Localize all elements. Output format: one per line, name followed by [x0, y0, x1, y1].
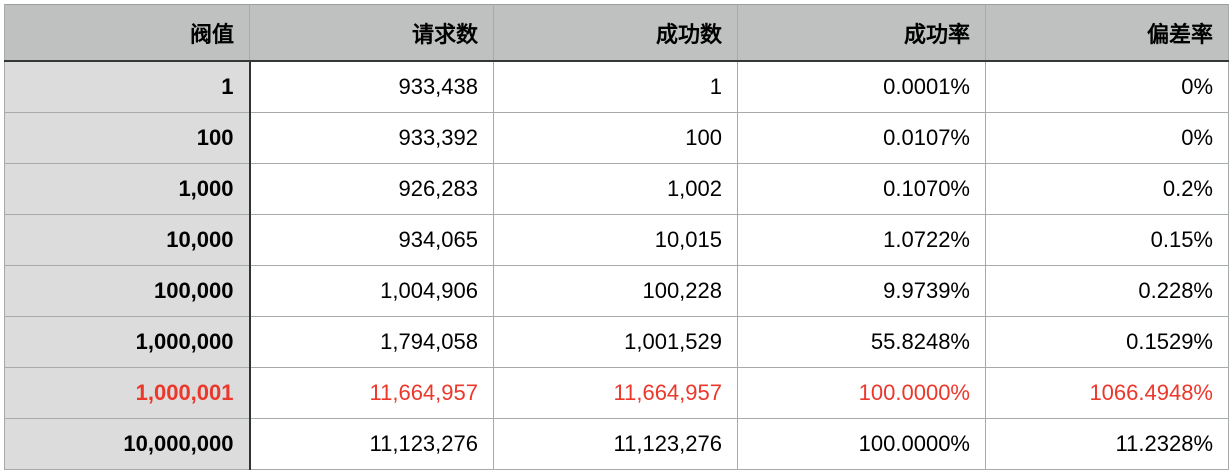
cell-successes: 1,001,529 [493, 316, 738, 368]
cell-requests: 11,123,276 [249, 418, 494, 470]
cell-successes: 1,002 [493, 163, 738, 215]
cell-deviation-rate: 0.228% [985, 265, 1229, 317]
cell-threshold: 1,000 [4, 163, 251, 215]
cell-requests: 933,438 [249, 60, 494, 113]
table-row: 1,000 926,283 1,002 0.1070% 0.2% [4, 163, 1229, 215]
cell-threshold: 1,000,001 [4, 367, 251, 419]
cell-success-rate: 0.1070% [737, 163, 986, 215]
cell-success-rate: 100.0000% [737, 367, 986, 419]
cell-threshold: 10,000,000 [4, 418, 251, 470]
header-row: 阀值 请求数 成功数 成功率 偏差率 [4, 4, 1229, 62]
cell-requests: 1,794,058 [249, 316, 494, 368]
cell-successes: 11,123,276 [493, 418, 738, 470]
cell-success-rate: 1.0722% [737, 214, 986, 266]
table-row: 100,000 1,004,906 100,228 9.9739% 0.228% [4, 265, 1229, 317]
col-header-requests: 请求数 [249, 4, 494, 62]
cell-deviation-rate: 0.2% [985, 163, 1229, 215]
table-row: 10,000,000 11,123,276 11,123,276 100.000… [4, 418, 1229, 470]
cell-threshold: 10,000 [4, 214, 251, 266]
cell-deviation-rate: 0% [985, 112, 1229, 164]
cell-requests: 11,664,957 [249, 367, 494, 419]
cell-requests: 926,283 [249, 163, 494, 215]
table-row: 1,000,000 1,794,058 1,001,529 55.8248% 0… [4, 316, 1229, 368]
cell-threshold: 100,000 [4, 265, 251, 317]
cell-requests: 934,065 [249, 214, 494, 266]
table-row: 1 933,438 1 0.0001% 0% [4, 60, 1229, 113]
cell-successes: 1 [493, 60, 738, 113]
cell-requests: 933,392 [249, 112, 494, 164]
cell-deviation-rate: 0.15% [985, 214, 1229, 266]
cell-successes: 10,015 [493, 214, 738, 266]
col-header-successes: 成功数 [493, 4, 738, 62]
cell-deviation-rate: 0.1529% [985, 316, 1229, 368]
cell-success-rate: 9.9739% [737, 265, 986, 317]
table-row: 100 933,392 100 0.0107% 0% [4, 112, 1229, 164]
cell-success-rate: 0.0107% [737, 112, 986, 164]
cell-successes: 11,664,957 [493, 367, 738, 419]
cell-deviation-rate: 1066.4948% [985, 367, 1229, 419]
cell-successes: 100,228 [493, 265, 738, 317]
table-row: 10,000 934,065 10,015 1.0722% 0.15% [4, 214, 1229, 266]
cell-deviation-rate: 0% [985, 60, 1229, 113]
threshold-stats-table: 阀值 请求数 成功数 成功率 偏差率 1 933,438 1 0.0001% 0… [4, 4, 1229, 470]
cell-successes: 100 [493, 112, 738, 164]
cell-threshold: 100 [4, 112, 251, 164]
col-header-deviation-rate: 偏差率 [985, 4, 1229, 62]
table-row-highlighted: 1,000,001 11,664,957 11,664,957 100.0000… [4, 367, 1229, 419]
cell-requests: 1,004,906 [249, 265, 494, 317]
cell-deviation-rate: 11.2328% [985, 418, 1229, 470]
cell-threshold: 1 [4, 60, 251, 113]
col-header-threshold: 阀值 [4, 4, 250, 62]
cell-success-rate: 100.0000% [737, 418, 986, 470]
cell-threshold: 1,000,000 [4, 316, 251, 368]
cell-success-rate: 55.8248% [737, 316, 986, 368]
cell-success-rate: 0.0001% [737, 60, 986, 113]
col-header-success-rate: 成功率 [737, 4, 986, 62]
threshold-stats-table-container: 阀值 请求数 成功数 成功率 偏差率 1 933,438 1 0.0001% 0… [4, 4, 1229, 470]
